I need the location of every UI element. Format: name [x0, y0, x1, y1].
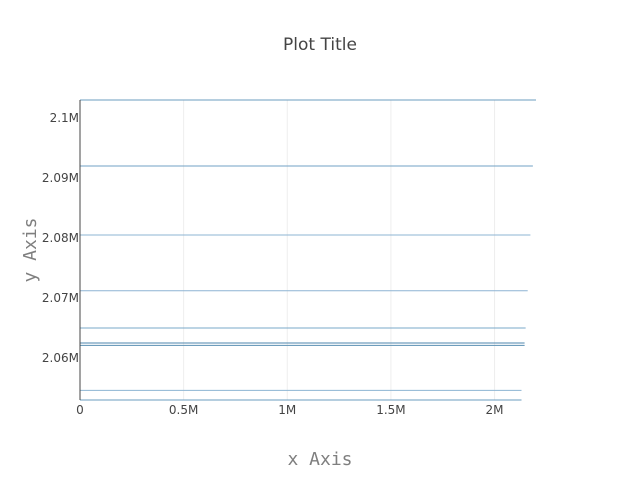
y-axis-title: y Axis — [20, 217, 41, 282]
plot-area — [80, 99, 536, 401]
y-tick-label: 2.07M — [42, 291, 79, 305]
x-tick-label: 1.5M — [376, 403, 405, 417]
y-tick-label: 2.1M — [50, 111, 79, 125]
x-tick-label: 2M — [486, 403, 504, 417]
x-tick-label: 1M — [278, 403, 296, 417]
y-tick-label: 2.06M — [42, 351, 79, 365]
x-tick-label: 0.5M — [169, 403, 198, 417]
y-axis-ticks: 2.06M 2.07M 2.08M 2.09M 2.1M — [42, 111, 79, 365]
x-axis-title: x Axis — [287, 449, 352, 470]
chart-title: Plot Title — [283, 35, 357, 55]
x-tick-label: 0 — [76, 403, 84, 417]
y-tick-label: 2.09M — [42, 171, 79, 185]
y-tick-label: 2.08M — [42, 231, 79, 245]
grid — [183, 100, 496, 400]
x-axis-ticks: 0 0.5M 1M 1.5M 2M — [76, 403, 503, 417]
